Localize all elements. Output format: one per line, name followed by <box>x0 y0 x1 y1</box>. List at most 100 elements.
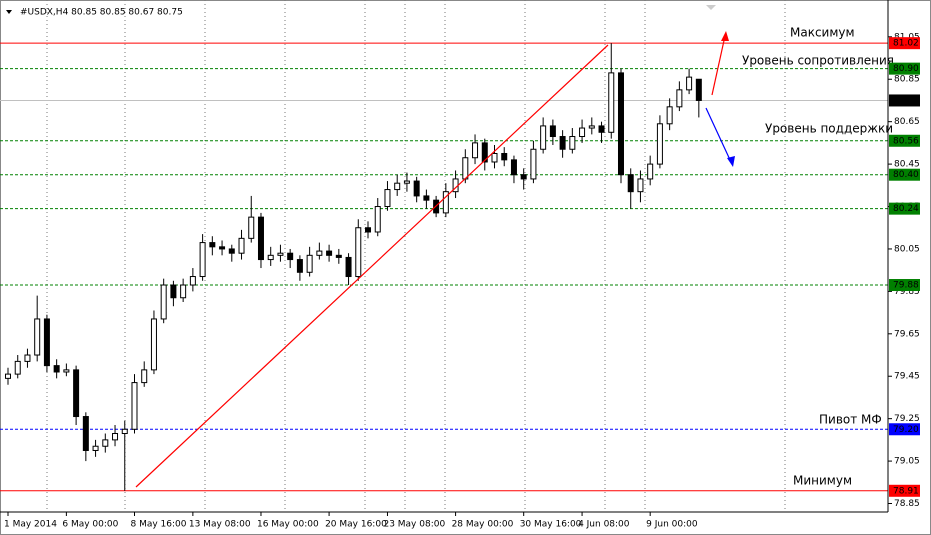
candle-body <box>34 318 41 356</box>
y-tick-label: 80.85 <box>894 75 920 85</box>
level-box <box>889 37 920 50</box>
menu-triangle <box>6 10 12 14</box>
candle-body <box>267 254 274 261</box>
y-tick-label: 79.65 <box>894 329 920 339</box>
level-box <box>889 202 920 215</box>
candle-body <box>579 127 586 138</box>
x-tick-label: 4 Jun 08:00 <box>578 520 630 530</box>
x-tick-label: 1 May 2014 <box>4 520 57 530</box>
level-box <box>889 423 920 436</box>
candle-body <box>112 433 119 441</box>
y-tick-label: 79.05 <box>894 457 920 467</box>
annotation: Уровень поддержки <box>765 122 893 136</box>
y-tick-label: 79.45 <box>894 372 920 382</box>
level-label: 80.90 <box>893 64 919 74</box>
x-tick-label: 23 May 08:00 <box>383 520 445 530</box>
chart-title: #USDX,H4 80.85 80.85 80.67 80.75 <box>20 8 183 18</box>
x-tick-label: 16 May 00:00 <box>257 520 319 530</box>
candle-body <box>14 360 21 375</box>
candle-body <box>510 159 517 176</box>
candle-body <box>82 416 89 451</box>
trend-line <box>135 44 609 488</box>
level-label: 78.91 <box>893 486 919 496</box>
level-label: 81.02 <box>893 39 919 49</box>
candle-body <box>53 365 60 373</box>
candle-body <box>306 254 313 273</box>
candle-body <box>394 182 401 191</box>
level-label: 80.75 <box>893 96 919 106</box>
level-box <box>889 134 920 147</box>
candle-body <box>481 142 488 163</box>
level-label: 80.24 <box>893 204 919 214</box>
arrow-head <box>721 31 729 41</box>
candle-body <box>345 256 352 278</box>
candle-body <box>608 72 615 133</box>
candle-body <box>423 195 430 201</box>
shift-marker <box>706 5 716 10</box>
x-tick-label: 6 May 00:00 <box>62 520 118 530</box>
candle-body <box>296 259 303 273</box>
annotation: Минимум <box>793 474 852 488</box>
candle-body <box>219 246 226 250</box>
level-label: 79.88 <box>893 281 919 291</box>
candle-body <box>530 148 537 180</box>
candle-body <box>160 284 167 320</box>
candle-body <box>559 136 566 150</box>
candle-body <box>170 284 177 299</box>
x-tick-label: 9 Jun 00:00 <box>646 520 698 530</box>
candle-body <box>121 428 128 435</box>
candle-body <box>355 227 362 278</box>
annotation: Пивот МФ <box>819 413 882 427</box>
candle-body <box>238 237 245 254</box>
candle-body <box>92 445 99 451</box>
candle-body <box>277 252 284 256</box>
candle-body <box>637 178 644 193</box>
candle-body <box>374 206 381 233</box>
level-box <box>889 62 920 75</box>
candle-body <box>540 125 547 150</box>
axis: 81.0580.8580.6580.4580.2580.0579.8579.65… <box>4 32 920 530</box>
candle-body <box>462 157 469 180</box>
candle-body <box>686 76 693 91</box>
candle-body <box>150 318 157 371</box>
candle-body <box>413 180 420 197</box>
level-box <box>889 168 920 181</box>
candle-body <box>73 369 80 418</box>
candle-body <box>257 216 264 261</box>
candle-body <box>5 373 11 379</box>
candle-body <box>588 125 595 129</box>
y-tick-label: 79.85 <box>894 287 920 297</box>
candle-body <box>666 106 673 125</box>
candle-body <box>627 174 634 193</box>
candle-body <box>335 254 342 258</box>
candle-body <box>43 318 50 367</box>
candle-body <box>442 191 449 214</box>
candle-body <box>131 382 138 430</box>
candle-body <box>180 284 187 299</box>
level-label: 80.40 <box>893 170 919 180</box>
candle-body <box>63 369 70 373</box>
candle-body <box>209 242 216 248</box>
candle-body <box>472 142 479 159</box>
candle-body <box>287 252 294 261</box>
y-tick-label: 80.05 <box>894 244 920 254</box>
candle-body <box>617 72 624 176</box>
level-box <box>889 484 920 497</box>
arrow-up <box>711 35 726 96</box>
candle-body <box>647 163 654 180</box>
candle-body <box>569 136 576 150</box>
y-tick-label: 80.45 <box>894 160 920 170</box>
candle-body <box>520 174 527 180</box>
level-box <box>889 279 920 292</box>
levels <box>0 42 888 492</box>
candle-body <box>365 227 372 233</box>
level-label: 79.20 <box>893 425 919 435</box>
candle-body <box>141 369 148 384</box>
candle-body <box>326 250 333 256</box>
candles <box>5 43 702 491</box>
x-tick-label: 8 May 16:00 <box>130 520 186 530</box>
x-tick-label: 30 May 16:00 <box>520 520 582 530</box>
candle-body <box>24 354 31 362</box>
x-tick-label: 20 May 16:00 <box>325 520 387 530</box>
